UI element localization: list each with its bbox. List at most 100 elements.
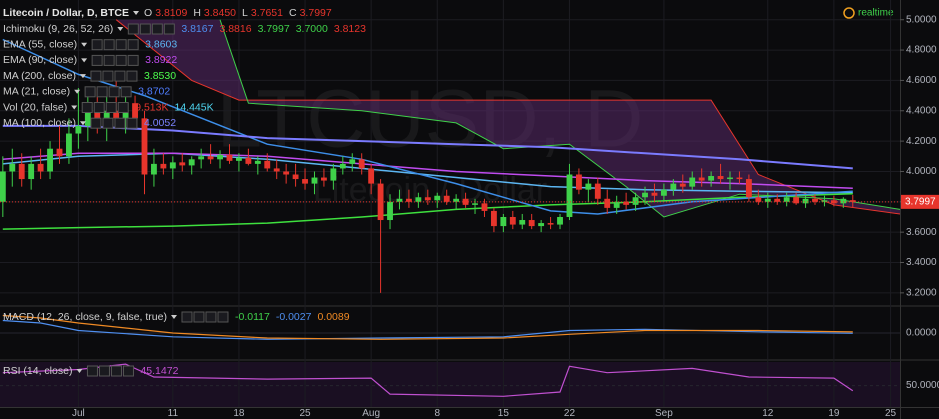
candle-body (264, 160, 271, 169)
ohlc-value: 3.8109 (155, 7, 187, 19)
indicator-line (2, 152, 853, 194)
legend-label: RSI (14, close) (3, 365, 72, 377)
candle-body (500, 216, 507, 227)
ohlc-value: 3.7997 (300, 7, 332, 19)
candle-body (405, 198, 412, 202)
cloud-span (115, 19, 901, 215)
legend-button (96, 86, 108, 98)
candle-body (9, 163, 16, 172)
x-tick-label: 22 (564, 408, 576, 419)
dropdown-arrow (170, 315, 177, 319)
dropdown-arrow (79, 121, 86, 126)
candle-body (226, 154, 233, 161)
ohlc-label: L (242, 7, 248, 19)
candle-body (302, 179, 308, 184)
legend-label: Litecoin / Dollar, D, BTCE (3, 7, 129, 19)
candle-body (151, 163, 157, 175)
candle-body (94, 103, 101, 126)
candle-body (528, 220, 535, 227)
legend-value: 4.0052 (144, 117, 176, 129)
candle-body (519, 220, 526, 225)
legend-label: EMA (55, close) (3, 38, 77, 50)
candle-body (28, 163, 35, 180)
legend-button (102, 117, 114, 129)
dropdown-arrow (117, 27, 124, 31)
candle-body (47, 148, 53, 172)
legend-button (120, 86, 132, 98)
y-tick-label: 3.2000 (906, 288, 937, 299)
candle-body (169, 162, 176, 169)
x-tick-label: 18 (233, 408, 245, 419)
candle-body (708, 176, 715, 181)
indicator-line (2, 193, 853, 230)
candle-body (56, 148, 63, 157)
legend-button (103, 54, 115, 66)
rsi-line (2, 363, 854, 397)
candle-body (358, 159, 365, 169)
y-tick-label: 3.6000 (906, 227, 937, 238)
y-tick-label: 3.4000 (906, 257, 937, 268)
candle-body (424, 197, 431, 201)
candle-body (604, 198, 611, 208)
ohlc-label: H (193, 7, 201, 19)
legend-label: MA (200, close) (3, 70, 76, 82)
y-tick-label: 4.2000 (906, 136, 937, 147)
legend-button (181, 311, 193, 323)
x-tick-label: 15 (498, 408, 510, 419)
candle-body (727, 177, 733, 180)
legend-value: 3.8167 (181, 23, 213, 35)
legend-button (93, 102, 105, 113)
legend-button (205, 311, 217, 323)
candle-body (547, 223, 554, 225)
candle-body (349, 159, 356, 164)
x-tick-label: 12 (762, 408, 774, 419)
legend-button (127, 23, 139, 35)
candle-body (585, 183, 592, 190)
y-tick-label: 5.0000 (906, 14, 937, 25)
candle-body (821, 200, 828, 202)
candle-body (160, 163, 167, 169)
x-tick-label: Jul (72, 408, 85, 419)
y-tick-label: 0.0000 (906, 328, 937, 339)
candle-body (698, 177, 705, 181)
candle-body (717, 176, 724, 180)
dropdown-arrow (133, 11, 140, 15)
dropdown-arrow (81, 58, 88, 63)
candle-body (368, 168, 375, 184)
candle-body (642, 192, 648, 198)
candle-body (840, 198, 847, 204)
legend-value: 45.1472 (140, 365, 178, 377)
x-tick-label: 25 (299, 408, 311, 419)
candle-body (575, 174, 582, 190)
legend-label: Ichimoku (9, 26, 52, 26) (3, 23, 113, 35)
dropdown-arrow (79, 74, 86, 79)
candle-body (434, 195, 441, 201)
candle-body (443, 195, 450, 202)
candle-body (320, 177, 327, 181)
legend-button (127, 54, 139, 66)
legend-button (114, 117, 126, 129)
legend-value: 14.445K (174, 101, 213, 113)
candle-body (283, 171, 290, 175)
dropdown-arrow (74, 89, 81, 94)
candle-body (679, 183, 686, 187)
legend-button (115, 39, 127, 51)
legend-label: MA (100, close) (3, 117, 76, 129)
candle-body (632, 197, 639, 205)
candle-body (812, 198, 818, 202)
legend-button (122, 365, 134, 377)
candle-body (217, 154, 223, 160)
legend-button (139, 23, 151, 35)
candle-body (198, 156, 205, 160)
legend-value: 3.7000 (296, 23, 328, 35)
candle-body (141, 118, 148, 175)
candle-body (793, 197, 800, 204)
legend-button (105, 102, 117, 113)
y-tick-label: 4.8000 (906, 45, 937, 56)
legend-value: -0.0117 (235, 311, 270, 323)
legend-value: 3.8123 (334, 23, 366, 35)
legend-label: MA (21, close) (3, 86, 70, 98)
legend-value: 3.8816 (219, 23, 251, 35)
macd-line (2, 314, 853, 340)
